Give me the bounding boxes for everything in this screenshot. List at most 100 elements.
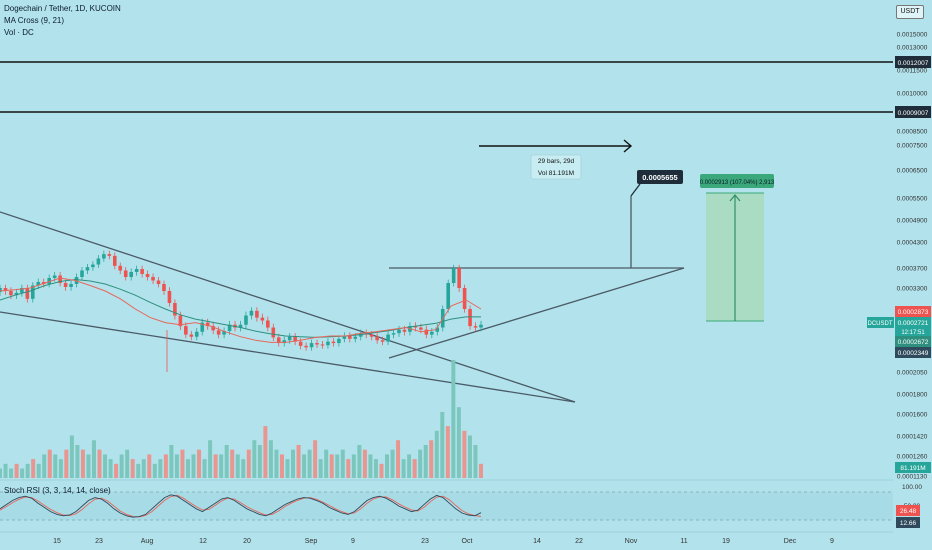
candle-body [85, 267, 90, 271]
volume-bar [141, 459, 146, 478]
price-tick: 0.0013000 [897, 45, 928, 52]
volume-bar [318, 459, 323, 478]
dark-price-label: 0.0002349 [898, 350, 929, 357]
projection-arrow-head [729, 194, 741, 202]
volume-bar [36, 463, 41, 478]
volume-bar [0, 468, 2, 478]
measure-box[interactable] [530, 154, 582, 180]
falling-wedge-lower[interactable] [0, 311, 576, 403]
candle-body [326, 341, 330, 346]
time-tick: Oct [462, 538, 473, 545]
level-mid-label: 0.0009007 [898, 110, 929, 117]
ma-fast-line [0, 277, 482, 343]
volume-bar [329, 454, 334, 478]
price-tick: 0.0002050 [897, 370, 928, 377]
price-tick: 0.0010000 [897, 91, 928, 98]
volume-bar [114, 463, 119, 478]
volume-bar [307, 449, 312, 478]
candle-body [244, 315, 248, 325]
price-tick: 0.0001600 [897, 412, 928, 419]
candle-body [271, 327, 276, 338]
volume-bar [263, 426, 268, 478]
volume-bar [268, 440, 273, 478]
volume-bar [158, 459, 163, 478]
candle-body [293, 336, 297, 342]
volume-bar [20, 468, 25, 478]
volume-bar [224, 444, 229, 478]
volume-bar [396, 440, 401, 478]
time-tick: 22 [575, 538, 583, 545]
volume-bar [351, 454, 356, 478]
volume-bar [462, 430, 467, 478]
level-mid-label-box [895, 106, 931, 118]
candle-body [337, 338, 341, 344]
candle-body [287, 336, 292, 341]
time-tick: 19 [722, 538, 730, 545]
ma-indicator-label[interactable]: MA Cross (9, 21) [4, 16, 65, 25]
candle-body [151, 277, 155, 281]
volume-bar [324, 449, 329, 478]
projection-label-box[interactable] [700, 174, 774, 188]
candle-body [107, 254, 112, 256]
candle-body [36, 282, 41, 286]
candle-body [30, 285, 35, 299]
candle-body [123, 270, 128, 277]
volume-bar [335, 454, 340, 478]
candle-body [479, 324, 483, 328]
candle-body [14, 292, 19, 296]
candle-body [211, 326, 215, 331]
candle-body [0, 288, 2, 292]
time-tick: 9 [351, 538, 355, 545]
volume-bar [479, 463, 483, 478]
volume-bar [152, 463, 157, 478]
candle-body [20, 288, 24, 293]
target-label-box[interactable] [637, 170, 683, 184]
volume-bar [136, 463, 141, 478]
candle-body [386, 334, 390, 342]
symbol-label: DCUSDT [868, 321, 893, 327]
candle-body [342, 336, 347, 339]
volume-bar [401, 459, 406, 478]
currency-selector[interactable]: USDT [896, 5, 924, 19]
ascending-support[interactable] [388, 267, 685, 359]
candle-body [52, 275, 57, 278]
candle-body [63, 283, 68, 287]
volume-bar [103, 454, 108, 478]
volume-box [895, 462, 931, 473]
stoch-d-box [896, 517, 920, 528]
volume-bar [456, 407, 461, 478]
volume-bar [451, 360, 456, 478]
volume-bar [418, 449, 423, 478]
target-label-pointer [630, 183, 641, 197]
time-axis[interactable]: 15 23 Aug 12 20 Sep 9 23 Oct 14 22 Nov 11 19 Dec 9 [53, 538, 834, 545]
price-tick: 0.0005500 [897, 196, 928, 203]
stoch-k-line [0, 494, 482, 518]
measure-vol-text: Vol 81.191M [538, 170, 574, 177]
volume-bar [373, 459, 378, 478]
candle-body [189, 334, 194, 337]
volume-bar [434, 430, 439, 478]
time-tick: 23 [95, 538, 103, 545]
volume-bar [174, 454, 179, 478]
volume-bar [97, 449, 102, 478]
volume-bar [385, 454, 390, 478]
candle-body [91, 264, 95, 268]
symbol-title[interactable]: Dogechain / Tether, 1D, KUCOIN [4, 4, 121, 13]
stoch-k-box [896, 505, 920, 516]
price-tick: 0.0001260 [897, 454, 928, 461]
volume-bar [163, 454, 168, 478]
volume-bar [42, 454, 47, 478]
candle-body [249, 310, 254, 316]
volume-bar [191, 454, 196, 478]
volume-indicator-label[interactable]: Vol · DC [4, 28, 34, 37]
volume-bar [197, 449, 202, 478]
candle-body [348, 336, 352, 339]
candle-body [391, 333, 396, 335]
stoch-rsi-label[interactable]: Stoch RSI (3, 3, 14, 14, close) [4, 486, 111, 495]
price-tick: 0.0015000 [897, 32, 928, 39]
falling-wedge-upper[interactable] [0, 211, 576, 403]
volume-bar [47, 449, 52, 478]
volume-bar [357, 444, 362, 478]
level-high-label: 0.0012007 [898, 60, 929, 67]
